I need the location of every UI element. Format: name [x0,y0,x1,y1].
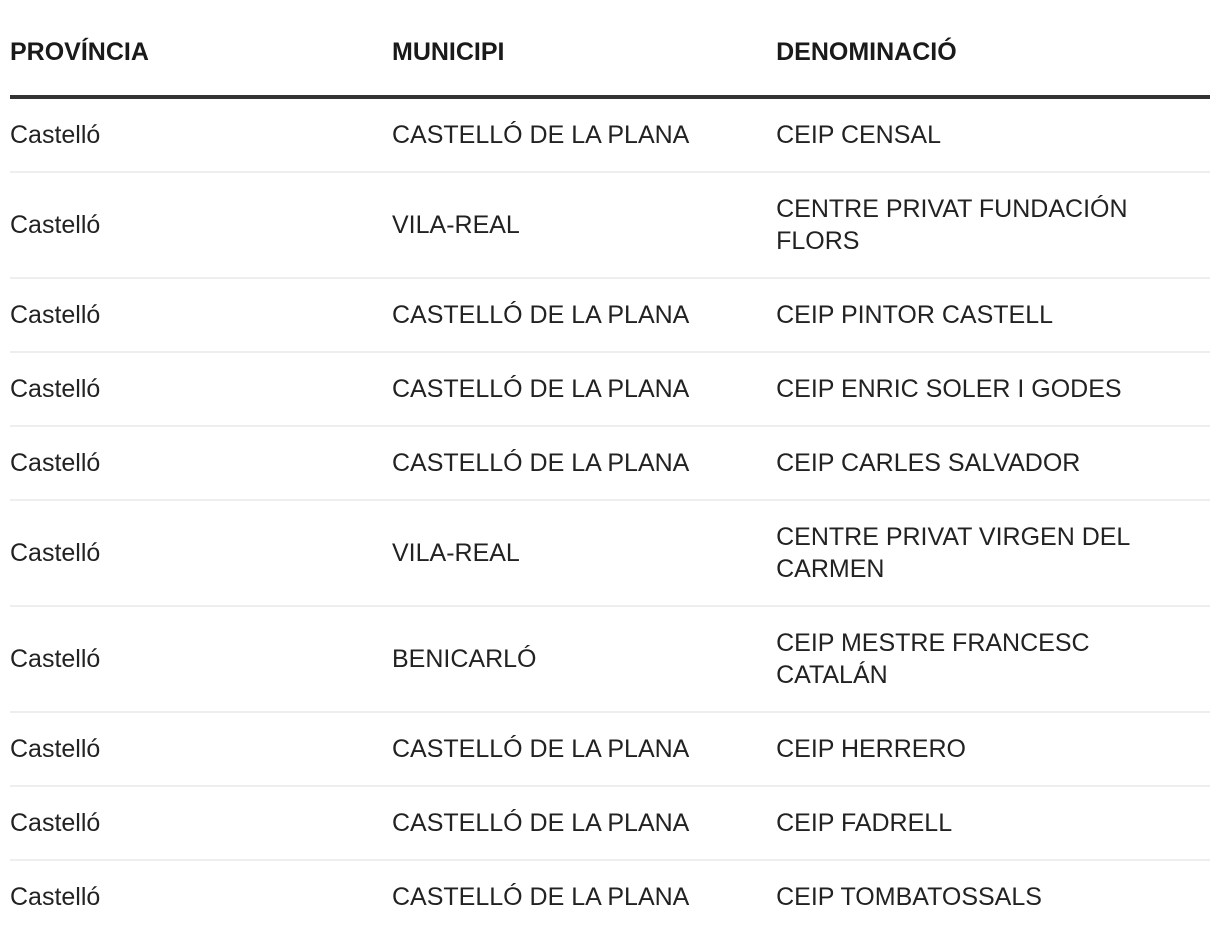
cell-provincia: Castelló [10,606,392,713]
table-row: Castelló VILA-REAL CENTRE PRIVAT VIRGEN DE… [10,500,1210,607]
cell-denominacio: CEIP CARLES SALVADOR [776,426,1210,501]
table-row: Castelló BENICARLÓ CEIP MESTRE FRANCESC CA… [10,606,1210,713]
cell-municipi: VILA-REAL [392,500,777,607]
table-row: Castelló CASTELLÓ DE LA PLANA CEIP HERRERO [10,712,1210,787]
cell-provincia: Castelló [10,712,392,787]
cell-denominacio: CEIP HERRERO [776,712,1210,787]
cell-municipi: CASTELLÓ DE LA PLANA [392,278,777,353]
cell-provincia: Castelló [10,786,392,861]
cell-municipi: CASTELLÓ DE LA PLANA [392,712,777,787]
cell-provincia: Castelló [10,172,392,279]
cell-denominacio: CEIP ENRIC SOLER I GODES [776,352,1210,427]
cell-municipi: CASTELLÓ DE LA PLANA [392,426,777,501]
cell-municipi: CASTELLÓ DE LA PLANA [392,786,777,861]
cell-municipi: CASTELLÓ DE LA PLANA [392,883,690,911]
cell-municipi: CASTELLÓ DE LA PLANA [392,352,777,427]
table-row: Castelló VILA-REAL CENTRE PRIVAT FUNDACIÓN… [10,172,1210,279]
header-provincia[interactable]: PROVÍNCIA [10,0,392,99]
cell-denominacio: CEIP PINTOR CASTELL [776,278,1210,353]
cell-municipi: VILA-REAL [392,172,777,279]
cell-denominacio: CEIP CENSAL [776,97,1210,173]
table-row: Castelló CASTELLÓ DE LA PLANA CEIP PINTOR … [10,278,1210,353]
header-denominacio[interactable]: DENOMINACIÓ [776,0,1210,99]
cell-denominacio: CENTRE PRIVAT FUNDACIÓN FLORS [776,172,1210,279]
cell-provincia: Castelló [10,352,392,427]
table-header-row: PROVÍNCIA MUNICIPI DENOMINACIÓ [10,0,1210,99]
schools-table: PROVÍNCIA MUNICIPI DENOMINACIÓ Castelló C… [10,0,1210,933]
table-row: Castelló CASTELLÓ DE LA PLANA CEIP FADRELL [10,786,1210,861]
table-body: Castelló CASTELLÓ DE LA PLANA CEIP CENSAL C… [10,97,1210,933]
cell-municipi: CASTELLÓ DE LA PLANA [392,97,777,173]
cell-provincia: Castelló [10,97,392,173]
cell-denominacio: CEIP TOMBATOSSALS [776,883,1042,911]
table-row: Castelló CASTELLÓ DE LA PLANA CEIP TOMBATO… [10,860,1210,933]
cell-denominacio: CENTRE PRIVAT VIRGEN DEL CARMEN [776,500,1210,607]
header-municipi[interactable]: MUNICIPI [392,0,777,99]
table-row: Castelló CASTELLÓ DE LA PLANA CEIP ENRIC S… [10,352,1210,427]
table-row: Castelló CASTELLÓ DE LA PLANA CEIP CARLES … [10,426,1210,501]
cell-provincia: Castelló [10,883,101,911]
cell-provincia: Castelló [10,500,392,607]
cell-denominacio: CEIP FADRELL [776,786,1210,861]
cell-denominacio: CEIP MESTRE FRANCESC CATALÁN [776,606,1210,713]
cell-provincia: Castelló [10,426,392,501]
cell-provincia: Castelló [10,278,392,353]
table-row: Castelló CASTELLÓ DE LA PLANA CEIP CENSAL [10,97,1210,173]
cell-municipi: BENICARLÓ [392,606,777,713]
